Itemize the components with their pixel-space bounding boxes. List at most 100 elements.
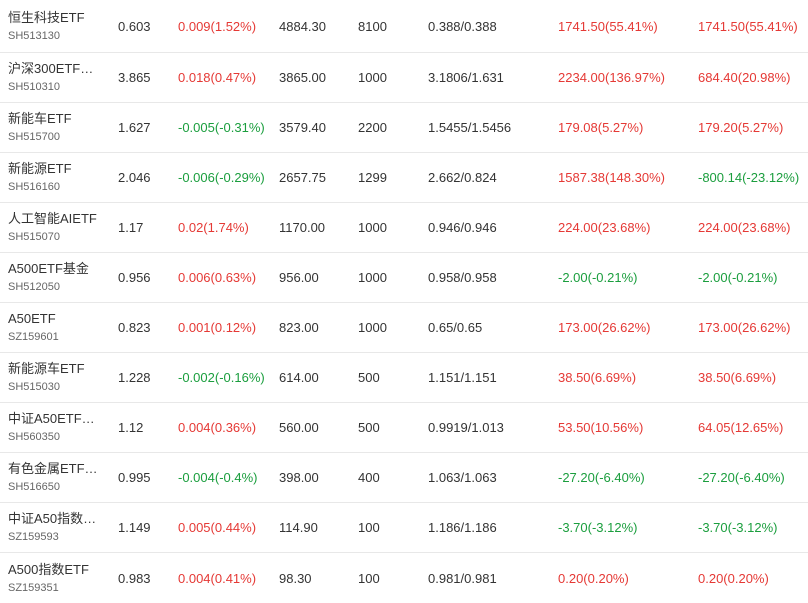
fund-name[interactable]: A500ETF基金 [8, 261, 89, 276]
total-profit-loss: 173.00(26.62%) [558, 320, 651, 335]
position-profit-loss: 179.20(5.27%) [698, 120, 784, 135]
cost-price: 0.981/0.981 [428, 570, 497, 586]
fund-name[interactable]: 人工智能AIETF [8, 211, 97, 226]
current-price: 0.823 [118, 320, 151, 335]
fund-code: SH560350 [8, 431, 60, 443]
fund-name[interactable]: 新能源ETF [8, 161, 72, 176]
position-profit-loss: 1741.50(55.41%) [698, 18, 798, 34]
cost-price: 1.063/1.063 [428, 470, 497, 485]
fund-name[interactable]: 中证A50指数… [8, 511, 97, 526]
price-change: 0.004(0.36%) [178, 420, 257, 435]
fund-name-cell[interactable]: A500ETF基金 SH512050 [8, 253, 108, 302]
price-change: 0.018(0.47%) [178, 70, 257, 85]
market-value: 2657.75 [279, 170, 326, 185]
fund-name[interactable]: A50ETF [8, 311, 56, 326]
market-value: 823.00 [279, 320, 319, 335]
fund-name-cell[interactable]: 中证A50ETF… SH560350 [8, 403, 108, 452]
price-change: 0.001(0.12%) [178, 320, 257, 335]
table-row[interactable]: A500指数ETF SZ159351 0.983 0.004(0.41%) 98… [0, 553, 808, 603]
table-row[interactable]: A500ETF基金 SH512050 0.956 0.006(0.63%) 95… [0, 253, 808, 303]
current-price: 2.046 [118, 170, 151, 185]
fund-code: SH516160 [8, 181, 60, 193]
table-row[interactable]: 中证A50ETF… SH560350 1.12 0.004(0.36%) 560… [0, 403, 808, 453]
fund-code: SZ159601 [8, 331, 59, 343]
fund-name[interactable]: 中证A50ETF… [8, 411, 95, 426]
cost-price: 0.388/0.388 [428, 18, 497, 34]
cost-price: 0.65/0.65 [428, 320, 483, 335]
current-price: 0.603 [118, 18, 151, 34]
holding-quantity: 1000 [358, 220, 387, 235]
holding-quantity: 100 [358, 520, 380, 535]
holding-quantity: 1299 [358, 170, 387, 185]
cost-price: 0.9919/1.013 [428, 420, 504, 435]
cost-price: 3.1806/1.631 [428, 70, 504, 85]
fund-name-cell[interactable]: 新能车ETF SH515700 [8, 103, 108, 152]
cost-price: 0.958/0.958 [428, 270, 497, 285]
total-profit-loss: -27.20(-6.40%) [558, 470, 645, 485]
fund-name[interactable]: 新能车ETF [8, 111, 72, 126]
table-row[interactable]: 恒生科技ETF SH513130 0.603 0.009(1.52%) 4884… [0, 0, 808, 53]
price-change: 0.009(1.52%) [178, 18, 257, 34]
fund-name[interactable]: 恒生科技ETF [8, 9, 85, 25]
fund-name-cell[interactable]: 新能源ETF SH516160 [8, 153, 108, 202]
fund-name-cell[interactable]: 新能源车ETF SH515030 [8, 353, 108, 402]
fund-code: SH515700 [8, 131, 60, 143]
total-profit-loss: -2.00(-0.21%) [558, 270, 638, 285]
fund-code: SH513130 [8, 29, 60, 42]
holding-quantity: 400 [358, 470, 380, 485]
position-profit-loss: 173.00(26.62%) [698, 320, 791, 335]
cost-price: 2.662/0.824 [428, 170, 497, 185]
total-profit-loss: 38.50(6.69%) [558, 370, 637, 385]
holding-quantity: 2200 [358, 120, 387, 135]
fund-name[interactable]: 新能源车ETF [8, 361, 85, 376]
fund-name-cell[interactable]: A50ETF SZ159601 [8, 303, 108, 352]
fund-name[interactable]: 有色金属ETF… [8, 461, 98, 476]
fund-code: SZ159593 [8, 531, 59, 543]
fund-name[interactable]: 沪深300ETF… [8, 61, 94, 76]
price-change: -0.006(-0.29%) [178, 170, 265, 185]
price-change: -0.005(-0.31%) [178, 120, 265, 135]
fund-name-cell[interactable]: 恒生科技ETF SH513130 [8, 0, 108, 52]
market-value: 3865.00 [279, 70, 326, 85]
total-profit-loss: 224.00(23.68%) [558, 220, 651, 235]
market-value: 3579.40 [279, 120, 326, 135]
holding-quantity: 500 [358, 370, 380, 385]
table-row[interactable]: 新能源车ETF SH515030 1.228 -0.002(-0.16%) 61… [0, 353, 808, 403]
market-value: 398.00 [279, 470, 319, 485]
fund-name-cell[interactable]: A500指数ETF SZ159351 [8, 553, 108, 603]
fund-name-cell[interactable]: 中证A50指数… SZ159593 [8, 503, 108, 552]
fund-name[interactable]: A500指数ETF [8, 561, 89, 577]
fund-name-cell[interactable]: 有色金属ETF… SH516650 [8, 453, 108, 502]
position-profit-loss: -27.20(-6.40%) [698, 470, 785, 485]
total-profit-loss: 53.50(10.56%) [558, 420, 644, 435]
market-value: 956.00 [279, 270, 319, 285]
fund-code: SZ159351 [8, 581, 59, 594]
total-profit-loss: 1741.50(55.41%) [558, 18, 658, 34]
fund-name-cell[interactable]: 沪深300ETF… SH510310 [8, 53, 108, 102]
market-value: 114.90 [279, 520, 318, 535]
table-row[interactable]: 中证A50指数… SZ159593 1.149 0.005(0.44%) 114… [0, 503, 808, 553]
holding-quantity: 100 [358, 570, 380, 586]
table-row[interactable]: 新能源ETF SH516160 2.046 -0.006(-0.29%) 265… [0, 153, 808, 203]
current-price: 1.17 [118, 220, 144, 235]
market-value: 614.00 [279, 370, 319, 385]
market-value: 4884.30 [279, 18, 326, 34]
current-price: 0.983 [118, 570, 151, 586]
table-row[interactable]: A50ETF SZ159601 0.823 0.001(0.12%) 823.0… [0, 303, 808, 353]
market-value: 560.00 [279, 420, 319, 435]
table-row[interactable]: 有色金属ETF… SH516650 0.995 -0.004(-0.4%) 39… [0, 453, 808, 503]
total-profit-loss: 179.08(5.27%) [558, 120, 644, 135]
position-profit-loss: 0.20(0.20%) [698, 570, 769, 586]
table-row[interactable]: 新能车ETF SH515700 1.627 -0.005(-0.31%) 357… [0, 103, 808, 153]
fund-name-cell[interactable]: 人工智能AIETF SH515070 [8, 203, 108, 252]
fund-code: SH510310 [8, 81, 60, 93]
price-change: 0.02(1.74%) [178, 220, 249, 235]
current-price: 0.995 [118, 470, 151, 485]
cost-price: 1.186/1.186 [428, 520, 497, 535]
current-price: 1.228 [118, 370, 151, 385]
price-change: 0.005(0.44%) [178, 520, 257, 535]
table-row[interactable]: 人工智能AIETF SH515070 1.17 0.02(1.74%) 1170… [0, 203, 808, 253]
table-row[interactable]: 沪深300ETF… SH510310 3.865 0.018(0.47%) 38… [0, 53, 808, 103]
position-profit-loss: -800.14(-23.12%) [698, 170, 800, 185]
